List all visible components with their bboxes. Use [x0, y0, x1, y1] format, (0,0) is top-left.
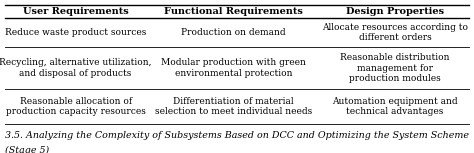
Text: Differentiation of material
selection to meet individual needs: Differentiation of material selection to…	[155, 97, 312, 116]
Text: User Requirements: User Requirements	[23, 7, 128, 16]
Text: (Stage 5): (Stage 5)	[5, 145, 49, 153]
Text: Recycling, alternative utilization,
and disposal of products: Recycling, alternative utilization, and …	[0, 58, 152, 78]
Text: Reduce waste product sources: Reduce waste product sources	[5, 28, 146, 37]
Text: Modular production with green
environmental protection: Modular production with green environmen…	[161, 58, 306, 78]
Text: 3.5. Analyzing the Complexity of Subsystems Based on DCC and Optimizing the Syst: 3.5. Analyzing the Complexity of Subsyst…	[5, 131, 469, 140]
Text: Production on demand: Production on demand	[181, 28, 286, 37]
Text: Reasonable distribution
management for
production modules: Reasonable distribution management for p…	[340, 53, 450, 83]
Text: Reasonable allocation of
production capacity resources: Reasonable allocation of production capa…	[6, 97, 146, 116]
Text: Allocate resources according to
different orders: Allocate resources according to differen…	[322, 23, 468, 42]
Text: Automation equipment and
technical advantages: Automation equipment and technical advan…	[332, 97, 458, 116]
Text: Functional Requirements: Functional Requirements	[164, 7, 303, 16]
Text: Design Properties: Design Properties	[346, 7, 444, 16]
